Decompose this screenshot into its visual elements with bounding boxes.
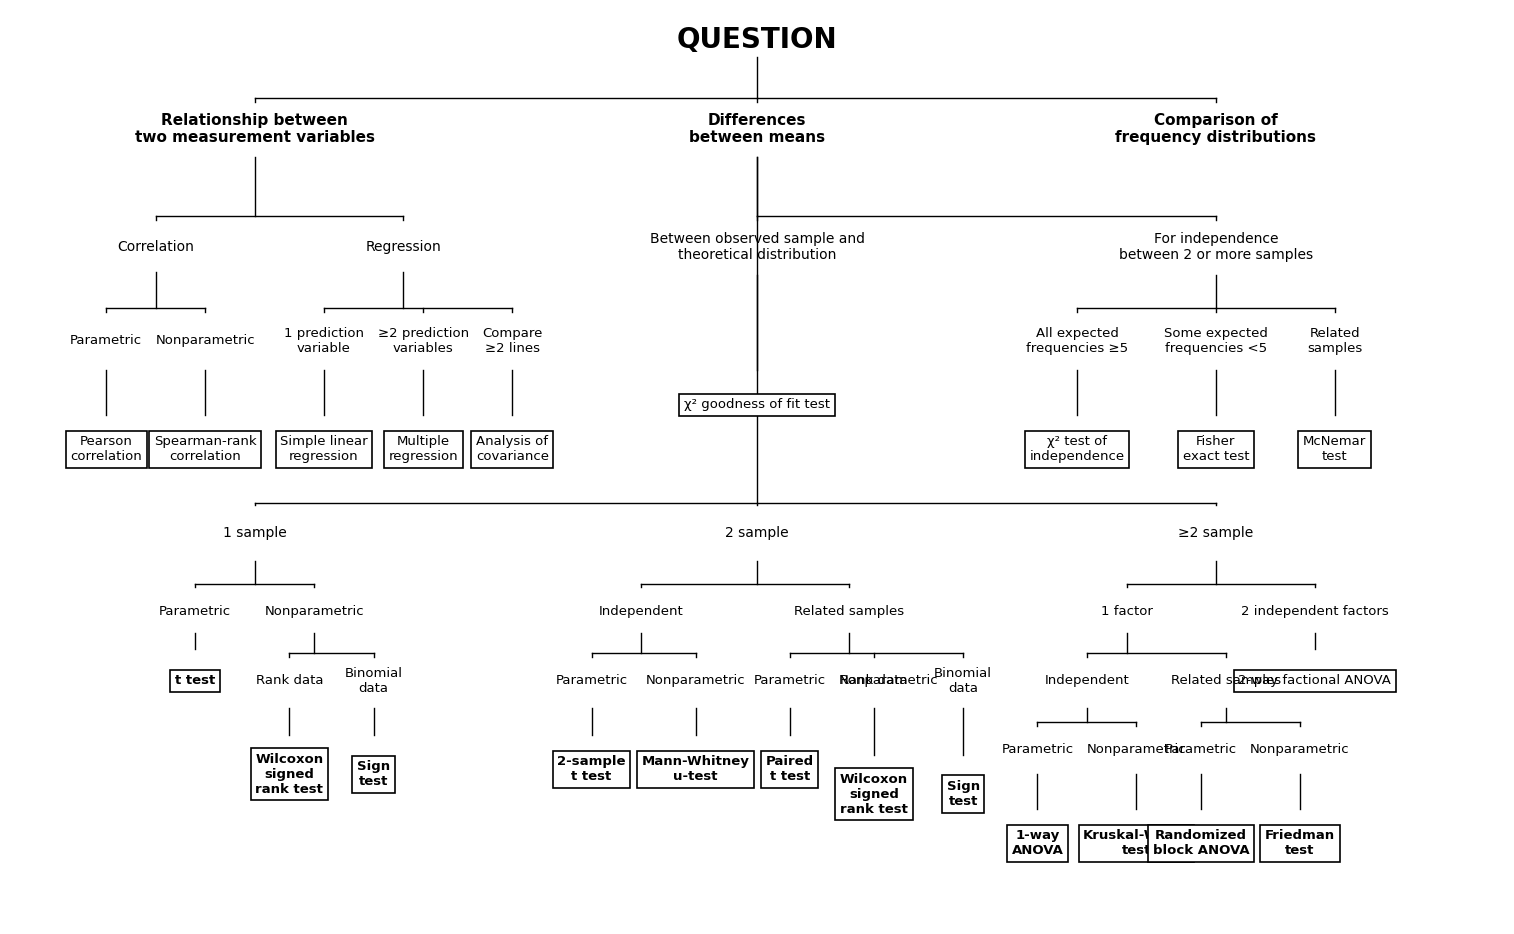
Text: Related
samples: Related samples	[1307, 327, 1363, 355]
Text: Parametric: Parametric	[1164, 743, 1237, 757]
Text: Paired
t test: Paired t test	[766, 756, 813, 784]
Text: Independent: Independent	[598, 605, 683, 618]
Text: Mann-Whitney
u-test: Mann-Whitney u-test	[642, 756, 749, 784]
Text: Relationship between
two measurement variables: Relationship between two measurement var…	[135, 113, 374, 146]
Text: Randomized
block ANOVA: Randomized block ANOVA	[1152, 829, 1249, 857]
Text: Nonparametric: Nonparametric	[839, 674, 939, 687]
Text: Analysis of
covariance: Analysis of covariance	[475, 435, 548, 463]
Text: Independent: Independent	[1045, 674, 1129, 687]
Text: Binomial
data: Binomial data	[345, 667, 403, 695]
Text: Pearson
correlation: Pearson correlation	[70, 435, 142, 463]
Text: Parametric: Parametric	[556, 674, 628, 687]
Text: 2 sample: 2 sample	[725, 526, 789, 540]
Text: t test: t test	[176, 674, 215, 687]
Text: 1-way
ANOVA: 1-way ANOVA	[1011, 829, 1063, 857]
Text: Sign
test: Sign test	[357, 760, 391, 788]
Text: Nonparametric: Nonparametric	[1251, 743, 1350, 757]
Text: Correlation: Correlation	[117, 240, 194, 254]
Text: Nonparametric: Nonparametric	[1087, 743, 1187, 757]
Text: Rank data: Rank data	[256, 674, 322, 687]
Text: Sign
test: Sign test	[946, 780, 980, 808]
Text: Comparison of
frequency distributions: Comparison of frequency distributions	[1116, 113, 1316, 146]
Text: Between observed sample and
theoretical distribution: Between observed sample and theoretical …	[650, 233, 864, 262]
Text: Friedman
test: Friedman test	[1264, 829, 1335, 857]
Text: χ² goodness of fit test: χ² goodness of fit test	[684, 399, 830, 412]
Text: ≥2 prediction
variables: ≥2 prediction variables	[377, 327, 469, 355]
Text: 2-sample
t test: 2-sample t test	[557, 756, 625, 784]
Text: Spearman-rank
correlation: Spearman-rank correlation	[154, 435, 256, 463]
Text: Compare
≥2 lines: Compare ≥2 lines	[481, 327, 542, 355]
Text: Nonparametric: Nonparametric	[265, 605, 363, 618]
Text: Parametric: Parametric	[1001, 743, 1073, 757]
Text: QUESTION: QUESTION	[677, 26, 837, 54]
Text: 1 factor: 1 factor	[1101, 605, 1152, 618]
Text: Related samples: Related samples	[793, 605, 904, 618]
Text: Wilcoxon
signed
rank test: Wilcoxon signed rank test	[840, 772, 908, 815]
Text: Some expected
frequencies <5: Some expected frequencies <5	[1164, 327, 1267, 355]
Text: Differences
between means: Differences between means	[689, 113, 825, 146]
Text: All expected
frequencies ≥5: All expected frequencies ≥5	[1026, 327, 1128, 355]
Text: Multiple
regression: Multiple regression	[388, 435, 457, 463]
Text: Simple linear
regression: Simple linear regression	[280, 435, 368, 463]
Text: 2 independent factors: 2 independent factors	[1241, 605, 1388, 618]
Text: Related samples: Related samples	[1170, 674, 1281, 687]
Text: Parametric: Parametric	[159, 605, 232, 618]
Text: Nonparametric: Nonparametric	[156, 334, 254, 347]
Text: Kruskal-Wallis
test: Kruskal-Wallis test	[1083, 829, 1190, 857]
Text: Regression: Regression	[365, 240, 441, 254]
Text: 1 prediction
variable: 1 prediction variable	[285, 327, 363, 355]
Text: χ² test of
independence: χ² test of independence	[1030, 435, 1125, 463]
Text: Parametric: Parametric	[754, 674, 825, 687]
Text: Rank data: Rank data	[840, 674, 908, 687]
Text: 1 sample: 1 sample	[223, 526, 286, 540]
Text: Wilcoxon
signed
rank test: Wilcoxon signed rank test	[256, 753, 324, 796]
Text: Nonparametric: Nonparametric	[646, 674, 745, 687]
Text: ≥2 sample: ≥2 sample	[1178, 526, 1254, 540]
Text: For independence
between 2 or more samples: For independence between 2 or more sampl…	[1119, 233, 1313, 262]
Text: Binomial
data: Binomial data	[934, 667, 992, 695]
Text: Parametric: Parametric	[70, 334, 142, 347]
Text: Fisher
exact test: Fisher exact test	[1182, 435, 1249, 463]
Text: 2-way factional ANOVA: 2-way factional ANOVA	[1238, 674, 1391, 687]
Text: McNemar
test: McNemar test	[1304, 435, 1366, 463]
